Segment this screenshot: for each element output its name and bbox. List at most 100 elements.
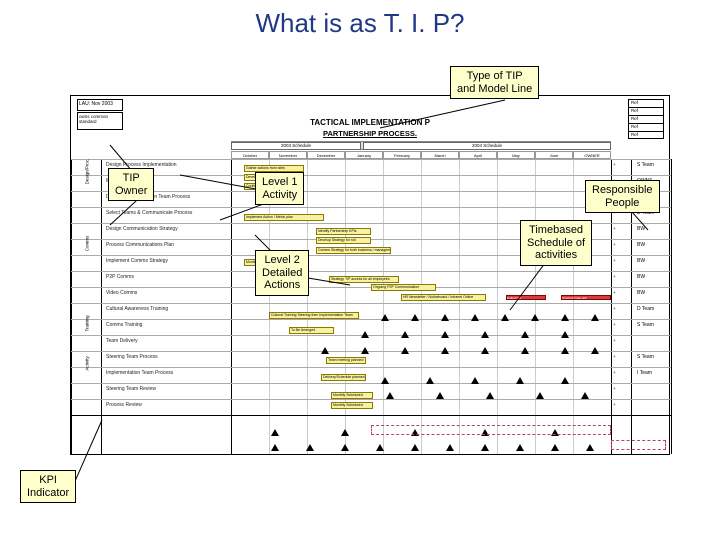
milestone-icon: [411, 444, 419, 451]
activity-text: Process Review: [106, 402, 226, 408]
milestone-icon: [551, 444, 559, 451]
owner-cell: BW: [637, 242, 667, 248]
milestone-icon: [411, 314, 419, 321]
activity-text: Team Delivery: [106, 338, 226, 344]
gantt-block: Gather actions from sites: [244, 165, 304, 172]
owner-cell: D Team: [637, 306, 667, 312]
activity-text: Steering Team Review: [106, 386, 226, 392]
milestone-icon: [381, 377, 389, 384]
activity-text: Implementation Team Process: [106, 370, 226, 376]
section-label: Design/Proc.: [85, 158, 90, 186]
ref-cell: Ref: [628, 123, 664, 131]
callout-timebased: TimebasedSchedule ofactivities: [520, 220, 592, 266]
activity-text: Cultural Awareness Training: [106, 306, 226, 312]
gantt-block: Cultural Training Steering then Implemen…: [269, 312, 359, 319]
month-cell: November: [269, 151, 307, 159]
sheet-heading: TACTICAL IMPLEMENTATION P: [71, 118, 669, 127]
milestone-icon: [501, 314, 509, 321]
month-cell: December: [307, 151, 345, 159]
activity-text: P2P Comms: [106, 274, 226, 280]
callout-type-tip: Type of TIPand Model Line: [450, 66, 539, 99]
milestone-icon: [591, 347, 599, 354]
milestone-icon: [521, 331, 529, 338]
activity-text: Steering Team Process: [106, 354, 226, 360]
activity-text: Design Communication Strategy: [106, 226, 226, 232]
month-header: OctoberNovemberDecemberJanuaryFebruaryMa…: [231, 151, 611, 159]
milestone-icon: [401, 331, 409, 338]
gantt-block: Comms Strategy for both business / manag…: [316, 247, 391, 254]
lab-box: LAU: Nov 2003: [77, 99, 123, 111]
owner-cell: BW: [637, 274, 667, 280]
milestone-icon: [561, 377, 569, 384]
milestone-icon: [561, 331, 569, 338]
ref-stack: RefRefRefRefRef: [628, 99, 664, 139]
owner-cell: S Team: [637, 322, 667, 328]
kpi-cell: +: [613, 290, 631, 295]
month-cell: OWNER: [573, 151, 611, 159]
kpi-cell: +: [613, 226, 631, 231]
tip-spreadsheet: LAU: Nov 2003 owns common standard TACTI…: [70, 95, 670, 455]
kpi-cell: +: [613, 162, 631, 167]
milestone-icon: [381, 314, 389, 321]
kpi-cell: +: [613, 338, 631, 343]
section-label: Training: [85, 310, 90, 338]
activity-text: Process Communications Plan: [106, 242, 226, 248]
gantt-block: Identify Partnership KPIs: [316, 228, 371, 235]
milestone-icon: [441, 314, 449, 321]
kpi-cell: +: [613, 386, 631, 391]
milestone-icon: [271, 444, 279, 451]
gantt-block: Monthly Scheduled: [331, 392, 373, 399]
activity-text: Comms Training: [106, 322, 226, 328]
gantt-block: To Be Arranged: [289, 327, 334, 334]
activity-text: Video Comms: [106, 290, 226, 296]
milestone-icon: [386, 392, 394, 399]
milestone-icon: [581, 392, 589, 399]
gantt-block: Ongoing P2P Communication: [371, 284, 436, 291]
milestone-icon: [306, 444, 314, 451]
kpi-cell: +: [613, 258, 631, 263]
callout-tip-owner: TIPOwner: [108, 168, 154, 201]
ref-cell: Ref: [628, 131, 664, 139]
milestone-icon: [376, 444, 384, 451]
gantt-block: Delivery/Schedule planned: [321, 374, 366, 381]
diagram-canvas: LAU: Nov 2003 owns common standard TACTI…: [30, 60, 690, 480]
callout-responsible: ResponsiblePeople: [585, 180, 660, 213]
kpi-cell: +: [613, 354, 631, 359]
milestone-icon: [446, 444, 454, 451]
dashed-highlight: [611, 440, 666, 450]
gantt-block: Monthly Scheduled: [331, 402, 373, 409]
red-bar: Rolled Out: [506, 295, 546, 300]
milestone-icon: [586, 444, 594, 451]
page-title: What is as T. I. P?: [0, 0, 720, 39]
milestone-icon: [481, 347, 489, 354]
callout-kpi: KPIIndicator: [20, 470, 76, 503]
milestone-icon: [441, 347, 449, 354]
owner-cell: I Team: [637, 370, 667, 376]
kpi-cell: +: [613, 370, 631, 375]
milestone-icon: [516, 444, 524, 451]
owner-cell: BW: [637, 258, 667, 264]
gantt-block: Develop Strategy for roll: [316, 237, 371, 244]
owner-cell: BW: [637, 290, 667, 296]
milestone-icon: [531, 314, 539, 321]
milestone-icon: [591, 314, 599, 321]
section-label: Activity: [85, 350, 90, 378]
month-cell: January: [345, 151, 383, 159]
red-bar: Ongoing Video EP: [561, 295, 611, 300]
callout-level1: Level 1Activity: [255, 172, 304, 205]
month-cell: April: [459, 151, 497, 159]
month-cell: March: [421, 151, 459, 159]
activity-text: Select Teams & Communicate Process: [106, 210, 226, 216]
kpi-cell: +: [613, 242, 631, 247]
sched-2003: 2003 Schedule: [231, 142, 361, 150]
milestone-icon: [401, 347, 409, 354]
gantt-block: Implement Action / Metric plan: [244, 214, 324, 221]
callout-level2: Level 2DetailedActions: [255, 250, 309, 296]
kpi-cell: +: [613, 306, 631, 311]
kpi-cell: +: [613, 402, 631, 407]
ref-cell: Ref: [628, 99, 664, 107]
sched-2004: 2004 Schedule: [363, 142, 611, 150]
milestone-icon: [536, 392, 544, 399]
gantt-block: Team meeting planned: [326, 357, 366, 364]
activity-text: Implement Comms Strategy: [106, 258, 226, 264]
